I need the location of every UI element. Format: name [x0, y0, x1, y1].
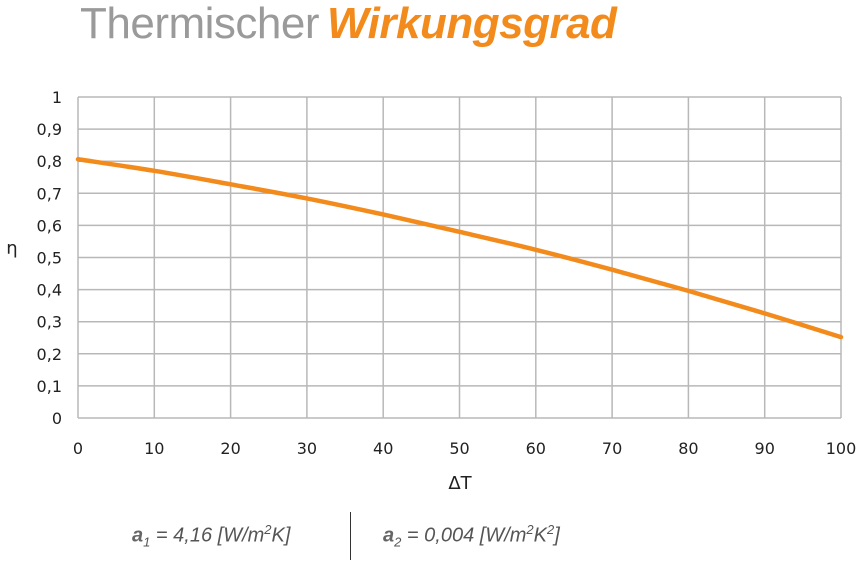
y-tick-label: 0,1: [37, 377, 62, 396]
chart-grid: [77, 96, 842, 419]
param-a2-symbol: a: [383, 524, 395, 547]
param-a2-text: = 0,004 [W/m: [401, 524, 527, 547]
x-tick-label: 40: [373, 439, 393, 458]
y-tick-label: 0,3: [37, 313, 62, 332]
title-light-part: Thermischer: [80, 0, 320, 48]
param-a1-sub: 1: [143, 534, 151, 550]
x-axis-ticks: 0 10 20 30 40 50 60 70 80 90 100: [73, 439, 856, 458]
title-bold-part: Wirkungsgrad: [327, 0, 617, 48]
x-tick-label: 60: [526, 439, 546, 458]
x-tick-label: 20: [220, 439, 240, 458]
chart-series: [75, 157, 844, 340]
param-a2-sup: 2: [526, 522, 534, 537]
y-axis-ticks: 0 0,1 0,2 0,3 0,4 0,5 0,6 0,7 0,8 0,9 1: [37, 88, 62, 428]
x-tick-label: 90: [755, 439, 775, 458]
y-axis-label: η: [6, 238, 17, 259]
param-a1-tail: K]: [271, 524, 291, 547]
parameter-row: a1 = 4,16 [W/m2K] a2 = 0,004 [W/m2K2]: [0, 510, 867, 560]
param-a2-tail: ]: [554, 524, 560, 547]
param-a1-sup: 2: [264, 522, 272, 537]
param-a2-mid: K: [533, 524, 547, 547]
x-tick-label: 0: [73, 439, 83, 458]
x-tick-label: 30: [297, 439, 317, 458]
efficiency-curve: [75, 157, 844, 340]
x-axis-label: ΔT: [448, 473, 472, 494]
x-tick-label: 10: [144, 439, 164, 458]
param-a2-sub: 2: [394, 534, 402, 550]
page-title: Thermischer Wirkungsgrad: [80, 0, 617, 48]
x-tick-label: 100: [826, 439, 857, 458]
y-tick-label: 0,7: [37, 184, 62, 203]
x-tick-label: 80: [678, 439, 698, 458]
param-a2-sup2: 2: [547, 522, 555, 537]
param-a1-text: = 4,16 [W/m: [150, 524, 265, 547]
parameter-a1: a1 = 4,16 [W/m2K]: [132, 522, 290, 550]
param-a1-symbol: a: [132, 524, 144, 547]
x-tick-label: 70: [602, 439, 622, 458]
y-tick-label: 1: [52, 88, 62, 107]
efficiency-chart: 0 0,1 0,2 0,3 0,4 0,5 0,6 0,7 0,8 0,9 1 0 10 20 30 40 5…: [6, 88, 856, 494]
y-tick-label: 0: [52, 409, 62, 428]
x-tick-label: 50: [449, 439, 469, 458]
y-tick-label: 0,5: [37, 249, 62, 268]
y-tick-label: 0,6: [37, 216, 62, 235]
parameter-a2: a2 = 0,004 [W/m2K2]: [383, 522, 560, 550]
y-tick-label: 0,2: [37, 345, 62, 364]
y-tick-label: 0,8: [37, 152, 62, 171]
y-tick-label: 0,4: [37, 281, 62, 300]
parameter-divider: [350, 512, 351, 560]
y-tick-label: 0,9: [37, 120, 62, 139]
